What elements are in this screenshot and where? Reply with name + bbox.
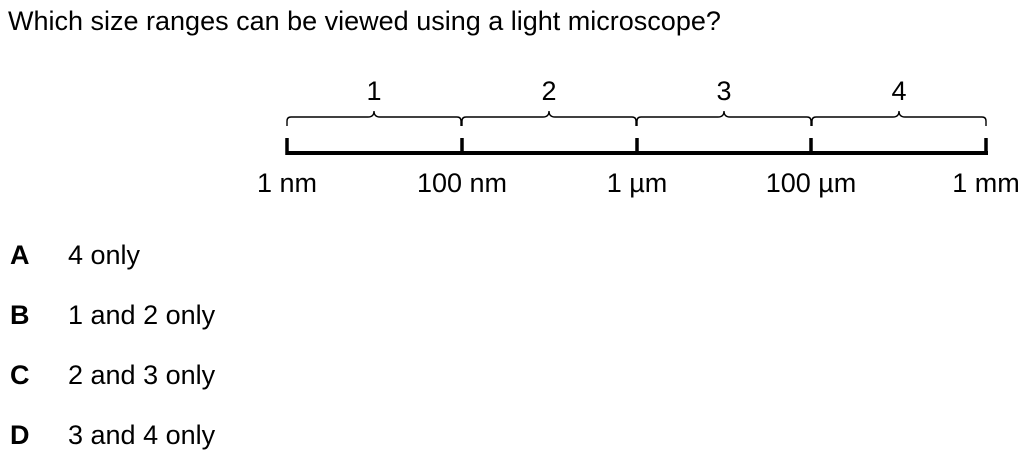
option-text: 1 and 2 only (68, 300, 216, 330)
range-brace-2 (461, 110, 637, 126)
range-brace-3 (636, 110, 812, 126)
option-letter: B (10, 300, 30, 330)
range-label-2: 2 (541, 76, 556, 106)
range-label-1: 1 (366, 76, 381, 106)
range-brace-1 (286, 110, 462, 126)
option-letter: C (10, 360, 30, 390)
option-text: 2 and 3 only (68, 360, 216, 390)
range-brace-4 (811, 110, 987, 126)
option-text: 4 only (68, 240, 141, 270)
option-b[interactable]: B 1 and 2 only (10, 298, 215, 332)
option-letter: A (10, 240, 30, 270)
option-letter: D (10, 420, 30, 450)
option-c[interactable]: C 2 and 3 only (10, 358, 215, 392)
tick-label-100nm: 100 nm (417, 168, 507, 198)
tick-label-1nm: 1 nm (257, 168, 317, 198)
option-d[interactable]: D 3 and 4 only (10, 418, 215, 452)
tick-label-1mm: 1 mm (952, 168, 1020, 198)
tick-label-100um: 100 µm (766, 168, 857, 198)
option-a[interactable]: A 4 only (10, 238, 140, 272)
tick-label-1um: 1 µm (607, 168, 668, 198)
range-label-4: 4 (891, 76, 906, 106)
option-text: 3 and 4 only (68, 420, 216, 450)
range-label-3: 3 (716, 76, 731, 106)
question-text: Which size ranges can be viewed using a … (8, 6, 721, 36)
